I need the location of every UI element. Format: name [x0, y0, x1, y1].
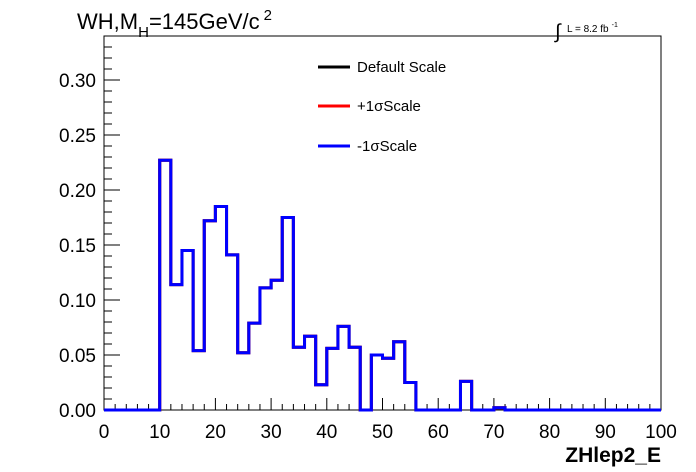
series-layer — [104, 158, 661, 412]
x-axis-label: ZHlep2_E — [565, 444, 661, 467]
y-tick-label: 0.15 — [59, 236, 96, 257]
luminosity-label: L = 8.2 fb -1 — [567, 22, 618, 35]
x-tick-label: 0 — [99, 422, 110, 443]
legend-label-default: Default Scale — [357, 59, 446, 76]
legend-label-plus1sigma: +1σScale — [357, 98, 421, 115]
x-tick-label: 50 — [372, 422, 393, 443]
x-tick-label: 100 — [645, 422, 677, 443]
x-tick-label: 40 — [316, 422, 337, 443]
x-tick-label: 60 — [428, 422, 449, 443]
legend-label-minus1sigma: -1σScale — [357, 138, 417, 155]
x-tick-label: 80 — [539, 422, 560, 443]
y-tick-label: 0.30 — [59, 71, 96, 92]
luminosity-superscript: -1 — [612, 22, 618, 29]
y-tick-label: 0.25 — [59, 126, 96, 147]
x-tick-label: 70 — [483, 422, 504, 443]
title-middle: =145GeV/c — [149, 9, 260, 34]
x-tick-label: 20 — [205, 422, 226, 443]
x-tick-label: 10 — [149, 422, 170, 443]
series-line-2 — [104, 158, 661, 412]
title-superscript: 2 — [264, 7, 272, 24]
luminosity-integral: ∫ — [554, 21, 562, 43]
x-tick-label: 90 — [595, 422, 616, 443]
y-tick-label: 0.20 — [59, 181, 96, 202]
luminosity-text: L = 8.2 fb — [567, 24, 609, 35]
y-tick-label: 0.05 — [59, 346, 96, 367]
x-tick-label: 30 — [261, 422, 282, 443]
y-tick-label: 0.00 — [59, 401, 96, 422]
axes: 0 10 20 30 40 50 60 70 80 90 100 0.00 0.05 0.10 0.15 0.… — [59, 35, 677, 443]
y-tick-label: 0.10 — [59, 291, 96, 312]
chart-title: WH,MH=145GeV/c 2 — [77, 7, 272, 41]
legend: Default Scale +1σScale -1σScale — [318, 59, 446, 155]
title-prefix: WH,M — [77, 9, 138, 34]
title-subscript: H — [138, 24, 149, 41]
